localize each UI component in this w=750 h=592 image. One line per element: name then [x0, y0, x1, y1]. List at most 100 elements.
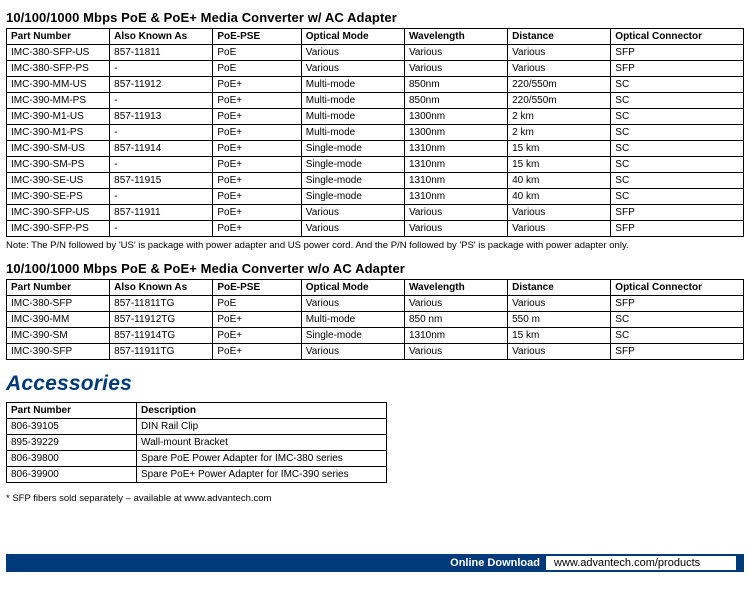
table-cell: SC [611, 312, 744, 328]
table-cell: IMC-390-SM-US [7, 141, 110, 157]
table-cell: Various [404, 344, 507, 360]
table-cell: Various [508, 296, 611, 312]
table-cell: Spare PoE+ Power Adapter for IMC-390 ser… [137, 467, 387, 483]
accessories-tbody: 806-39105DIN Rail Clip895-39229Wall-moun… [7, 419, 387, 483]
column-header: Part Number [7, 403, 137, 419]
table-cell: - [110, 221, 213, 237]
table-cell: 40 km [508, 189, 611, 205]
table-cell: - [110, 157, 213, 173]
table-cell: Spare PoE Power Adapter for IMC-380 seri… [137, 451, 387, 467]
table-cell: PoE+ [213, 344, 301, 360]
footer-url-box[interactable]: www.advantech.com/products [546, 556, 736, 570]
table-row: 806-39800Spare PoE Power Adapter for IMC… [7, 451, 387, 467]
table-cell: SC [611, 125, 744, 141]
table-cell: 857-11811 [110, 45, 213, 61]
table-row: IMC-390-SFP-PS-PoE+VariousVariousVarious… [7, 221, 744, 237]
table-cell: PoE+ [213, 93, 301, 109]
table-cell: IMC-380-SFP-US [7, 45, 110, 61]
column-header: Description [137, 403, 387, 419]
table-cell: SFP [611, 205, 744, 221]
column-header: Optical Mode [301, 280, 404, 296]
accessories-header-row: Part NumberDescription [7, 403, 387, 419]
accessories-heading: Accessories [6, 372, 744, 396]
table-cell: PoE [213, 296, 301, 312]
table-cell: 857-11914 [110, 141, 213, 157]
section1-table: Part NumberAlso Known AsPoE-PSEOptical M… [6, 28, 744, 237]
table-cell: 220/550m [508, 93, 611, 109]
table-cell: Various [404, 61, 507, 77]
section1-note: Note: The P/N followed by 'US' is packag… [6, 240, 744, 251]
table-cell: SFP [611, 344, 744, 360]
section2-title: 10/100/1000 Mbps PoE & PoE+ Media Conver… [6, 261, 744, 276]
table-cell: PoE+ [213, 328, 301, 344]
table-cell: Various [508, 344, 611, 360]
table-cell: - [110, 125, 213, 141]
table-cell: Various [508, 205, 611, 221]
table-cell: SC [611, 77, 744, 93]
table-cell: Single-mode [301, 157, 404, 173]
table-row: IMC-380-SFP-US857-11811PoEVariousVarious… [7, 45, 744, 61]
table-cell: Various [301, 296, 404, 312]
column-header: Optical Mode [301, 29, 404, 45]
column-header: PoE-PSE [213, 280, 301, 296]
table-cell: IMC-390-MM [7, 312, 110, 328]
table-cell: PoE+ [213, 205, 301, 221]
column-header: Also Known As [110, 280, 213, 296]
table-cell: Multi-mode [301, 77, 404, 93]
table-cell: Various [301, 205, 404, 221]
table-row: IMC-390-SM-US857-11914PoE+Single-mode131… [7, 141, 744, 157]
table-cell: SC [611, 157, 744, 173]
footer-bar: Online Download www.advantech.com/produc… [6, 554, 744, 572]
table-cell: 1310nm [404, 173, 507, 189]
section2-header-row: Part NumberAlso Known AsPoE-PSEOptical M… [7, 280, 744, 296]
table-cell: 220/550m [508, 77, 611, 93]
table-row: IMC-390-SM-PS-PoE+Single-mode1310nm15 km… [7, 157, 744, 173]
table-cell: PoE+ [213, 77, 301, 93]
table-cell: IMC-390-M1-US [7, 109, 110, 125]
column-header: Wavelength [404, 29, 507, 45]
table-row: IMC-390-M1-US857-11913PoE+Multi-mode1300… [7, 109, 744, 125]
column-header: PoE-PSE [213, 29, 301, 45]
table-cell: PoE+ [213, 189, 301, 205]
table-cell: Single-mode [301, 328, 404, 344]
table-cell: PoE+ [213, 221, 301, 237]
column-header: Distance [508, 29, 611, 45]
table-cell: 1310nm [404, 189, 507, 205]
table-cell: IMC-380-SFP-PS [7, 61, 110, 77]
table-cell: 1310nm [404, 328, 507, 344]
table-row: IMC-390-SFP857-11911TGPoE+ VariousVarious… [7, 344, 744, 360]
table-cell: Single-mode [301, 173, 404, 189]
table-cell: 857-11912 [110, 77, 213, 93]
table-cell: IMC-390-MM-US [7, 77, 110, 93]
table-cell: 850nm [404, 93, 507, 109]
accessories-footnote: * SFP fibers sold separately – available… [6, 493, 744, 504]
table-cell: - [110, 189, 213, 205]
table-cell: 850nm [404, 77, 507, 93]
table-cell: Various [404, 296, 507, 312]
table-cell: IMC-390-SFP [7, 344, 110, 360]
table-row: IMC-390-MM-US857-11912PoE+Multi-mode850n… [7, 77, 744, 93]
table-cell: PoE+ [213, 125, 301, 141]
table-row: IMC-380-SFP857-11811TGPoEVariousVariousV… [7, 296, 744, 312]
table-cell: IMC-390-SM [7, 328, 110, 344]
table-cell: Single-mode [301, 141, 404, 157]
table-row: IMC-390-SE-US857-11915PoE+Single-mode131… [7, 173, 744, 189]
table-row: IMC-390-SM857-11914TGPoE+Single-mode1310… [7, 328, 744, 344]
table-cell: DIN Rail Clip [137, 419, 387, 435]
column-header: Wavelength [404, 280, 507, 296]
table-cell: PoE+ [213, 173, 301, 189]
table-cell: 857-11911TG [110, 344, 213, 360]
accessories-table: Part NumberDescription 806-39105DIN Rail… [6, 402, 387, 483]
table-cell: 806-39800 [7, 451, 137, 467]
table-cell: Various [508, 221, 611, 237]
table-cell: PoE [213, 45, 301, 61]
table-cell: 15 km [508, 141, 611, 157]
table-cell: SFP [611, 45, 744, 61]
column-header: Part Number [7, 29, 110, 45]
table-cell: Various [301, 45, 404, 61]
section1-tbody: IMC-380-SFP-US857-11811PoEVariousVarious… [7, 45, 744, 237]
table-cell: 857-11911 [110, 205, 213, 221]
table-cell: SC [611, 189, 744, 205]
table-cell: Single-mode [301, 189, 404, 205]
table-cell: PoE+ [213, 141, 301, 157]
